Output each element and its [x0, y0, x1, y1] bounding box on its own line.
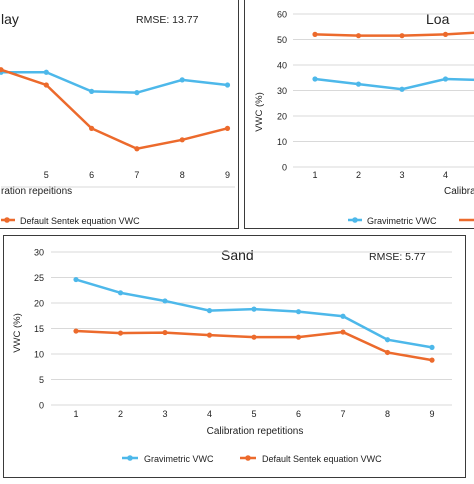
loam-series-ec6a2c-line	[314, 31, 474, 37]
sand-x-tick-label: 1	[73, 409, 78, 419]
sand-x-tick-label: 3	[162, 409, 167, 419]
sand-y-axis-label: VWC (%)	[12, 313, 23, 353]
loam-series-ec6a2c-point	[442, 31, 449, 38]
clay-rmse: RMSE: 13.77	[136, 14, 199, 26]
sand-x-tick-label: 8	[385, 409, 390, 419]
clay-series-gravimetric-vwc-point	[43, 69, 49, 75]
legend-dot-default-sentek	[245, 455, 251, 461]
sand-title: Sand	[221, 247, 254, 263]
sand-series-default-sentek-equation-vwc-point	[340, 329, 346, 335]
loam-x-tick-label: 1	[312, 170, 317, 180]
loam-series-ec6a2c-point	[312, 31, 318, 38]
sand-series-default-sentek-equation-vwc-point	[384, 349, 391, 356]
clay-series-gravimetric-vwc-point	[89, 88, 95, 94]
sand-series-gravimetric-vwc-point	[340, 313, 346, 319]
clay-x-tick-label: 5	[44, 170, 49, 180]
legend-label-default-sentek: Default Sentek equation VWC	[262, 454, 382, 464]
clay-x-axis-label: ration repeitions	[1, 186, 72, 197]
sand-x-tick-label: 6	[296, 409, 301, 419]
sand-chart: Sand RMSE: 5.77 VWC (%) 0 5 10 15 20 25 30 1 2 3 4…	[12, 247, 452, 464]
sand-chart-panel: Sand RMSE: 5.77 VWC (%) 0 5 10 15 20 25 30 1 2 3 4…	[3, 235, 466, 478]
sand-x-tick-label: 5	[251, 409, 256, 419]
sand-series-gravimetric-vwc-point	[162, 298, 168, 304]
sand-series-gravimetric-vwc-point	[384, 337, 391, 343]
loam-y-tick-label: 60	[277, 10, 287, 20]
sand-series-default-sentek-equation-vwc-point	[295, 334, 302, 340]
sand-series-gravimetric-vwc-point	[295, 309, 302, 315]
clay-series-gravimetric-vwc-line	[1, 71, 228, 94]
loam-series-gravimetric-vwc-point	[312, 76, 318, 82]
loam-title: Loa	[426, 11, 450, 27]
sand-y-tick-label: 15	[34, 324, 44, 334]
clay-series-default-sentek-equation-vwc-point	[43, 82, 49, 88]
sand-x-tick-label: 9	[429, 409, 434, 419]
sand-series-gravimetric-vwc-point	[117, 290, 124, 296]
loam-x-axis-label: Calibrati	[444, 186, 474, 197]
loam-series-gravimetric-vwc-point	[442, 76, 449, 82]
sand-y-tick-label: 30	[34, 248, 44, 258]
loam-series-ec6a2c-point	[399, 33, 405, 39]
legend-dot-gravimetric	[127, 455, 133, 461]
sand-series-gravimetric-vwc-point	[251, 306, 257, 312]
loam-y-tick-label: 0	[282, 163, 287, 173]
sand-series-default-sentek-equation-vwc-point	[162, 329, 168, 336]
sand-series-default-sentek-equation-vwc-point	[206, 332, 213, 338]
loam-y-axis-label: VWC (%)	[254, 92, 265, 132]
clay-series-default-sentek-equation-vwc-point	[224, 125, 231, 131]
legend-label-gravimetric: Gravimetric VWC	[144, 454, 214, 464]
clay-x-tick-label: 8	[180, 170, 185, 180]
sand-x-axis-label: Calibration repetitions	[207, 426, 304, 437]
loam-y-tick-label: 40	[277, 61, 287, 71]
loam-y-tick-label: 20	[277, 112, 287, 122]
sand-series-gravimetric-vwc-point	[206, 308, 213, 314]
clay-x-tick-label: 9	[225, 170, 230, 180]
clay-x-tick-label: 6	[89, 170, 94, 180]
legend-label-gravimetric: Gravimetric VWC	[367, 216, 437, 226]
sand-series-default-sentek-equation-vwc-point	[251, 334, 257, 340]
clay-x-tick-label: 7	[134, 170, 139, 180]
sand-x-tick-label: 2	[118, 409, 123, 419]
clay-series-default-sentek-equation-vwc-point	[179, 137, 185, 143]
loam-series-gravimetric-vwc-point	[399, 86, 405, 92]
sand-y-tick-label: 10	[34, 350, 44, 360]
sand-series-default-sentek-equation-vwc-point	[117, 330, 124, 336]
sand-y-tick-label: 5	[39, 375, 44, 385]
clay-title: lay	[1, 11, 19, 27]
sand-x-tick-label: 7	[340, 409, 345, 419]
legend-dot-default-sentek	[4, 217, 10, 223]
sand-x-tick-label: 4	[207, 409, 212, 419]
legend-dot-gravimetric	[352, 217, 358, 223]
legend-label-default-sentek: Default Sentek equation VWC	[20, 216, 140, 226]
sand-series-default-sentek-equation-vwc-point	[73, 328, 79, 334]
loam-series-gravimetric-vwc-line	[314, 77, 474, 91]
loam-series-ec6a2c-point	[355, 33, 362, 39]
loam-x-tick-label: 4	[443, 170, 448, 180]
clay-series-default-sentek-equation-vwc-point	[89, 125, 95, 131]
sand-series-default-sentek-equation-vwc-point	[429, 357, 435, 363]
sand-y-tick-label: 20	[34, 299, 44, 309]
loam-y-tick-label: 30	[277, 86, 287, 96]
sand-rmse: RMSE: 5.77	[369, 251, 426, 263]
clay-series-default-sentek-equation-vwc-line	[0, 68, 228, 151]
clay-series-default-sentek-equation-vwc-point	[134, 146, 140, 152]
clay-series-gravimetric-vwc-point	[179, 77, 185, 83]
sand-y-tick-label: 0	[39, 401, 44, 411]
clay-series-gravimetric-vwc-point	[134, 90, 140, 96]
loam-x-tick-label: 2	[356, 170, 361, 180]
loam-series-gravimetric-vwc-point	[355, 81, 362, 87]
clay-series-default-sentek-equation-vwc-point	[0, 67, 4, 73]
sand-series-gravimetric-vwc-point	[429, 344, 435, 350]
loam-y-tick-label: 50	[277, 35, 287, 45]
clay-series-gravimetric-vwc-point	[224, 82, 231, 88]
loam-x-tick-label: 3	[399, 170, 404, 180]
sand-series-gravimetric-vwc-point	[73, 276, 79, 283]
loam-y-tick-label: 10	[277, 137, 287, 147]
sand-y-tick-label: 25	[34, 273, 44, 283]
